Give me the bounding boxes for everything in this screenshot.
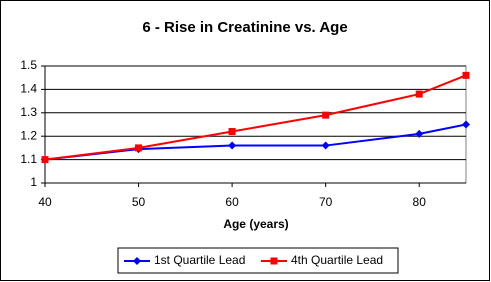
x-tick-label: 40 [38, 195, 52, 209]
marker [415, 129, 424, 138]
x-tick-label: 70 [319, 195, 333, 209]
legend-label: 4th Quartile Lead [291, 253, 383, 267]
marker [462, 71, 470, 79]
x-axis-label: Age (years) [223, 217, 288, 231]
plot-area [44, 65, 467, 184]
marker [322, 111, 330, 119]
marker [228, 141, 237, 150]
y-tick-label: 1 [30, 175, 37, 189]
legend-label: 1st Quartile Lead [154, 253, 245, 267]
legend [117, 247, 399, 274]
y-tick-label: 1.1 [20, 152, 37, 166]
marker [228, 128, 236, 136]
legend-marker [133, 257, 141, 265]
x-tick-label: 60 [225, 195, 239, 209]
marker [415, 90, 423, 98]
marker [135, 144, 143, 152]
chart-title: 6 - Rise in Creatinine vs. Age [142, 19, 347, 36]
x-tick-label: 50 [132, 195, 146, 209]
series-line [44, 74, 467, 161]
y-tick-label: 1.3 [20, 105, 37, 119]
marker [41, 156, 49, 164]
legend-marker [270, 257, 278, 265]
y-tick-label: 1.4 [20, 82, 37, 96]
y-tick-label: 1.2 [20, 128, 37, 142]
y-tick-label: 1.5 [20, 58, 37, 72]
x-tick-label: 80 [413, 195, 427, 209]
marker [462, 120, 470, 129]
marker [321, 141, 330, 150]
